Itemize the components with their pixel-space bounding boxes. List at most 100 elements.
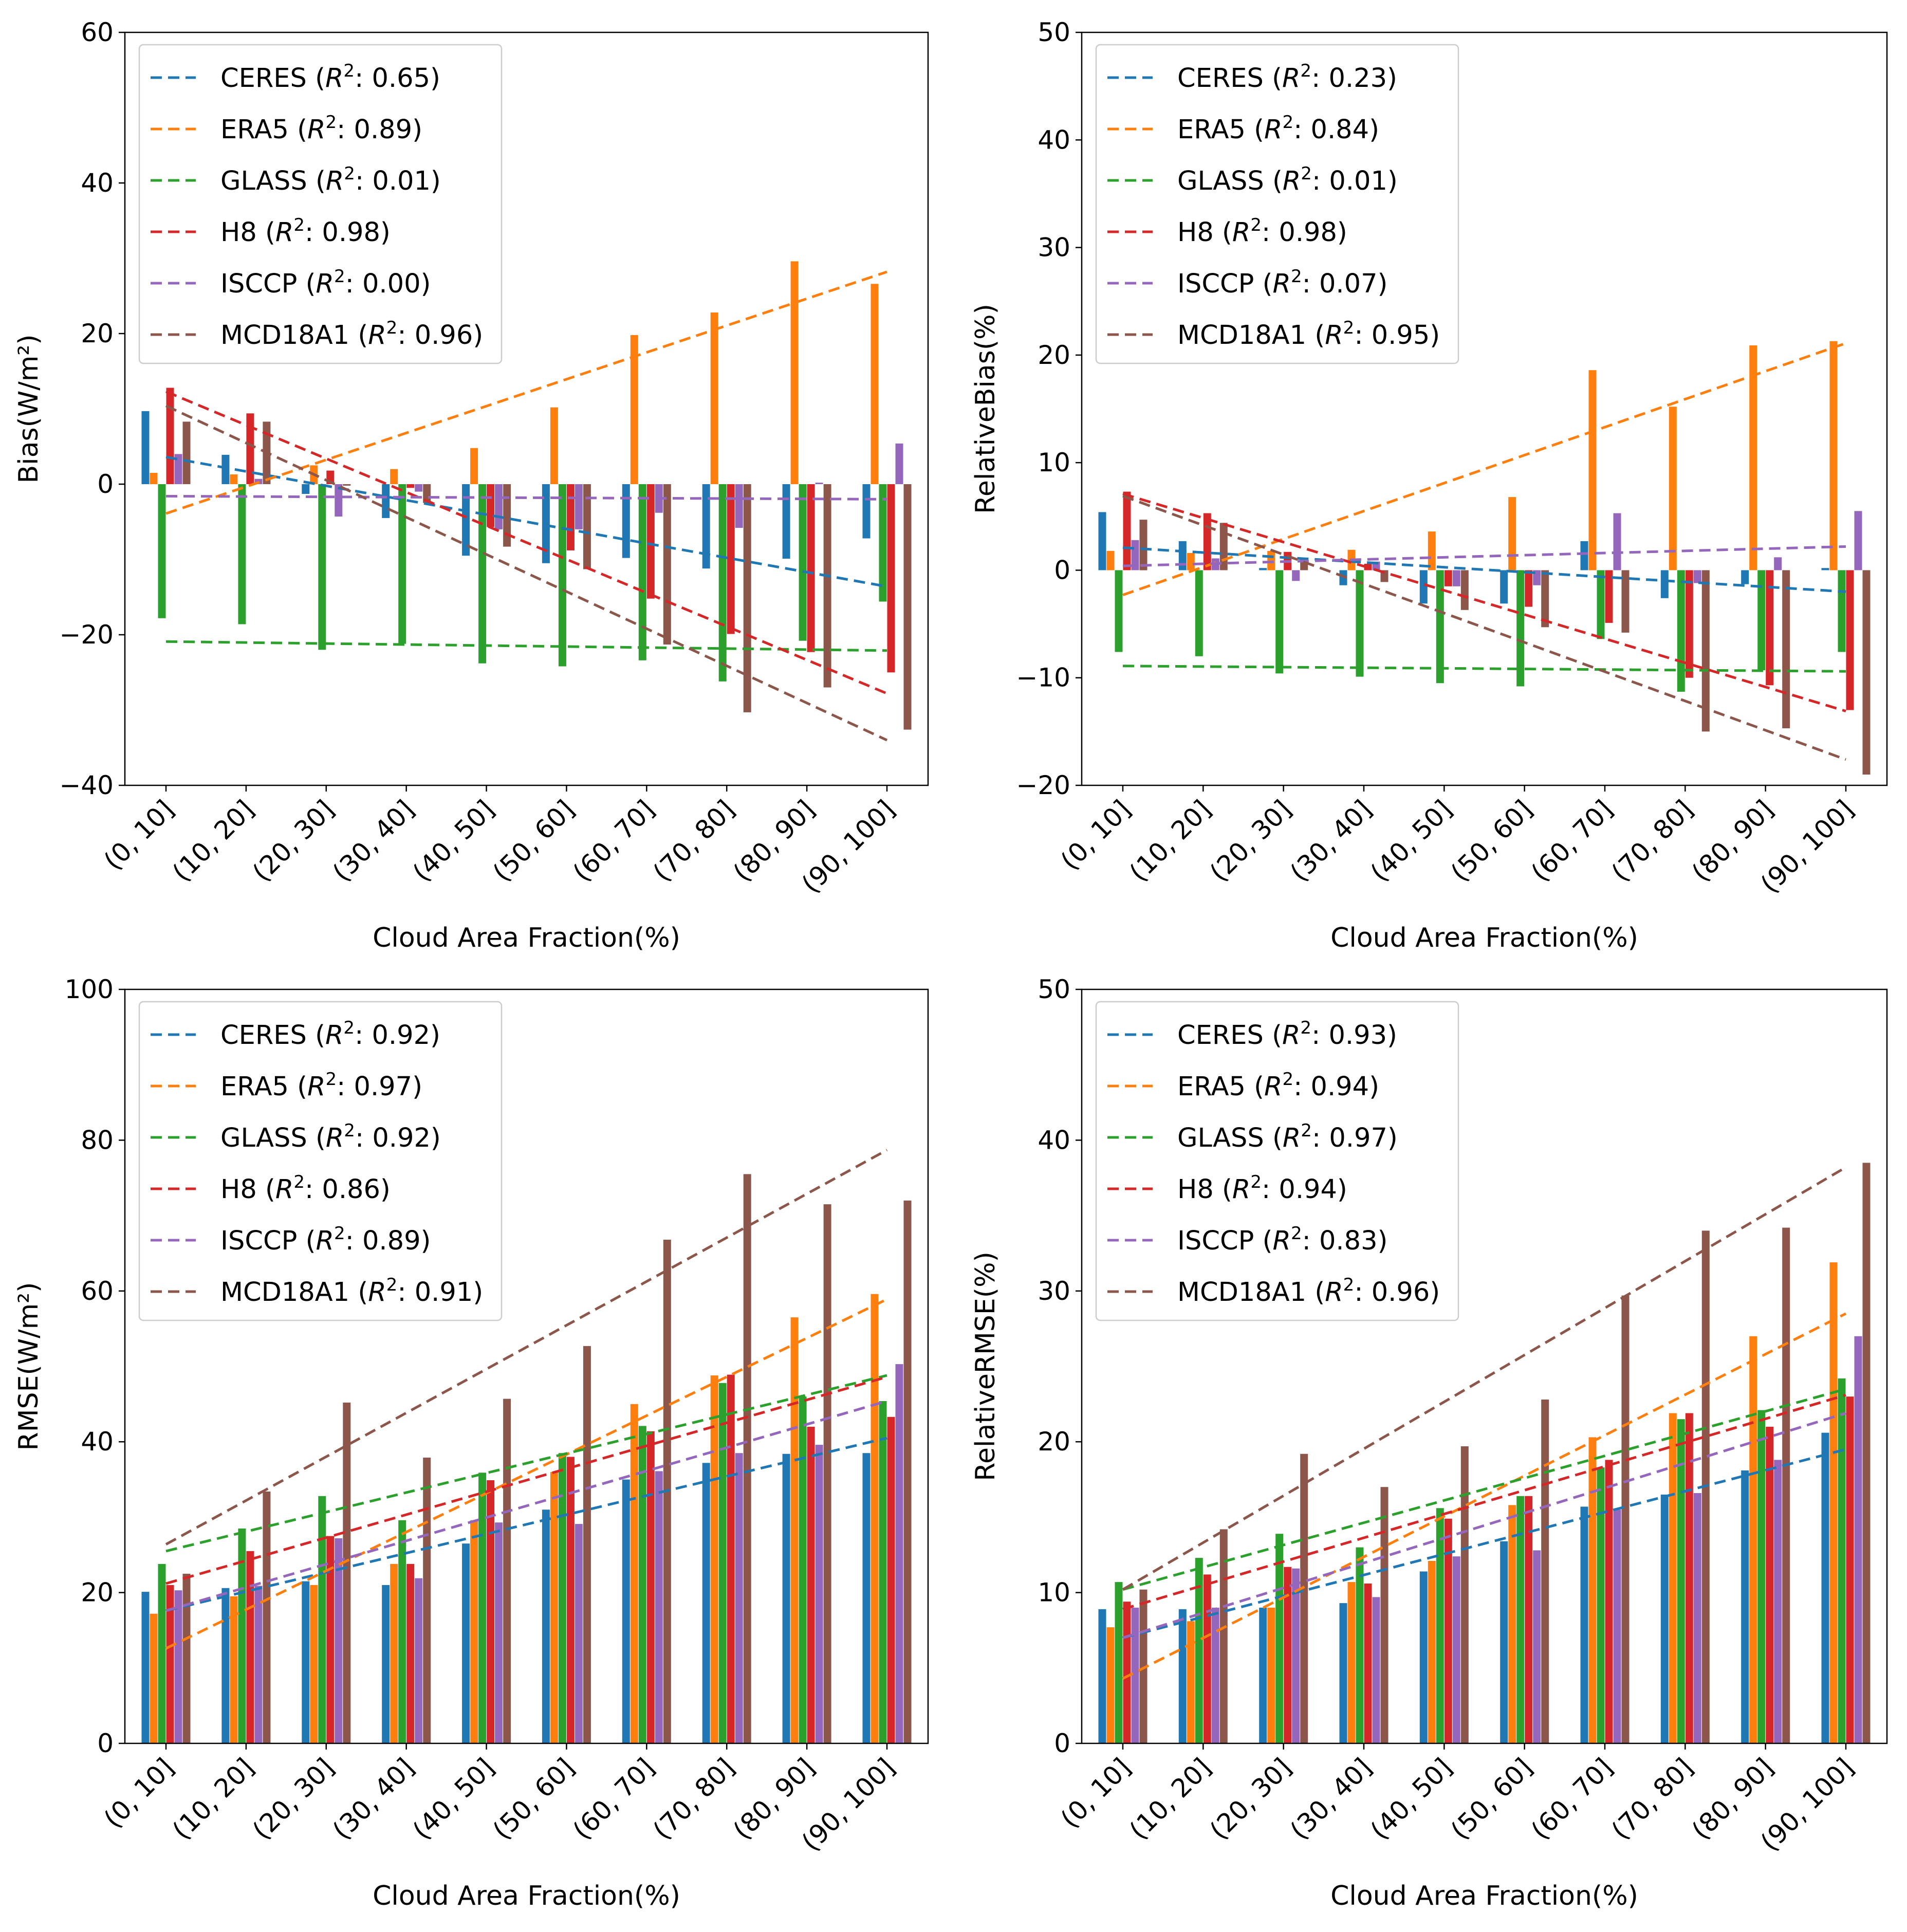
bar-isccp-7: [1693, 1493, 1701, 1743]
trend-line-h8: [165, 1375, 887, 1585]
trend-line-era5: [1122, 1312, 1847, 1680]
bar-ceres-8: [782, 484, 790, 559]
legend-label-era5: ERA5 (R2: 0.84): [1177, 112, 1379, 145]
bar-era5-3: [390, 469, 398, 484]
legend-label-era5: ERA5 (R2: 0.97): [220, 1069, 422, 1102]
bar-ceres-3: [1339, 570, 1347, 585]
bars-relative-bias: [1098, 341, 1871, 775]
legend-label-glass: GLASS (R2: 0.01): [220, 163, 441, 196]
bar-h8-5: [566, 484, 575, 550]
bar-mcd18a1-8: [1782, 570, 1790, 728]
legend-label-mcd18a1: MCD18A1 (R2: 0.96): [220, 318, 483, 351]
bar-mcd18a1-5: [1541, 570, 1549, 628]
y-tick-label: 30: [1038, 233, 1070, 263]
bar-h8-5: [566, 1457, 575, 1743]
bar-era5-6: [1588, 1437, 1597, 1743]
legend-label-isccp: ISCCP (R2: 0.83): [1177, 1223, 1387, 1256]
trend-line-glass: [1122, 1388, 1846, 1591]
bar-mcd18a1-6: [663, 484, 671, 645]
y-tick-label: 20: [81, 1578, 114, 1608]
legend-label-isccp: ISCCP (R2: 0.89): [220, 1223, 431, 1256]
bar-ceres-0: [1098, 512, 1106, 571]
y-tick-label: 10: [1038, 448, 1070, 477]
legend-label-glass: GLASS (R2: 0.92): [220, 1120, 441, 1153]
y-tick-label: 20: [1038, 1427, 1070, 1457]
bar-isccp-4: [1452, 570, 1460, 586]
y-tick-label: 40: [81, 168, 114, 198]
bar-era5-6: [630, 335, 638, 484]
bar-isccp-9: [1854, 1336, 1862, 1743]
trend-line-h8: [1122, 492, 1846, 712]
axes-frame: [1081, 31, 1888, 786]
bar-glass-5: [558, 1453, 566, 1743]
bar-ceres-8: [1741, 1470, 1749, 1743]
bar-ceres-8: [1741, 570, 1749, 584]
bar-isccp-2: [1292, 1568, 1300, 1743]
bar-ceres-6: [622, 1479, 630, 1743]
bar-isccp-4: [495, 1522, 503, 1743]
y-axis-title: Bias(W/m²): [13, 334, 44, 483]
bar-ceres-3: [382, 484, 390, 518]
trend-line-h8: [1122, 1393, 1846, 1611]
legend-label-glass: GLASS (R2: 0.97): [1177, 1120, 1398, 1153]
legend-label-isccp: ISCCP (R2: 0.00): [220, 266, 431, 299]
bar-isccp-9: [895, 1364, 903, 1743]
legend-frame: [1095, 1001, 1459, 1321]
bar-mcd18a1-8: [1782, 1227, 1790, 1743]
legend: CERES (R2: 0.65) ERA5 (R2: 0.89) GLASS (R2…: [138, 44, 503, 364]
bar-era5-2: [310, 1585, 318, 1743]
bar-era5-7: [1669, 407, 1677, 571]
bar-h8-3: [406, 1563, 415, 1743]
bar-ceres-5: [1500, 1541, 1508, 1743]
bar-h8-1: [246, 1551, 254, 1743]
bar-era5-5: [1508, 497, 1516, 571]
bar-isccp-2: [335, 484, 343, 517]
bar-h8-8: [807, 1426, 815, 1743]
bar-glass-3: [1356, 570, 1364, 677]
axes-frame: [124, 31, 929, 786]
legend-label-mcd18a1: MCD18A1 (R2: 0.91): [220, 1275, 483, 1308]
bar-era5-7: [710, 312, 718, 484]
bar-isccp-1: [254, 1586, 263, 1743]
bar-era5-7: [710, 1375, 718, 1743]
bar-h8-6: [646, 1431, 655, 1743]
legend: CERES (R2: 0.93) ERA5 (R2: 0.94) GLASS (R2…: [1095, 1001, 1459, 1321]
legend-label-ceres: CERES (R2: 0.92): [220, 1018, 440, 1051]
bar-ceres-4: [1419, 1571, 1428, 1743]
bar-mcd18a1-4: [503, 1399, 511, 1743]
bars-rmse: [141, 1174, 912, 1743]
bar-ceres-2: [1259, 568, 1267, 571]
bar-h8-7: [727, 484, 735, 634]
bar-h8-4: [487, 484, 495, 527]
bar-ceres-5: [542, 1510, 550, 1743]
y-tick-label: 20: [1038, 340, 1070, 370]
bar-mcd18a1-9: [903, 484, 912, 730]
bar-isccp-2: [1292, 570, 1300, 581]
bar-era5-2: [1267, 550, 1275, 571]
bar-glass-0: [1115, 570, 1123, 652]
bar-h8-2: [1284, 1567, 1292, 1743]
bar-ceres-2: [302, 1581, 310, 1743]
bar-mcd18a1-6: [1621, 1295, 1630, 1743]
legend-frame: [1095, 44, 1459, 364]
bar-h8-0: [166, 1585, 174, 1743]
bar-ceres-3: [382, 1585, 390, 1743]
bar-ceres-9: [1821, 1432, 1829, 1743]
bar-mcd18a1-0: [182, 421, 191, 484]
trend-line-ceres: [1122, 546, 1846, 593]
bar-isccp-8: [1774, 1460, 1782, 1743]
trend-line-glass: [1122, 665, 1846, 673]
y-axis-title: RMSE(W/m²): [13, 1282, 44, 1451]
y-tick-label: 10: [1038, 1578, 1070, 1608]
legend-label-h8: H8 (R2: 0.98): [1177, 215, 1347, 248]
bar-ceres-1: [221, 454, 230, 484]
bar-isccp-9: [895, 443, 903, 484]
legend-label-glass: GLASS (R2: 0.01): [1177, 163, 1398, 196]
bar-h8-3: [406, 484, 415, 488]
bar-h8-6: [1605, 570, 1613, 623]
x-axis-title: Cloud Area Fraction(%): [373, 923, 680, 953]
bar-mcd18a1-1: [1219, 1529, 1228, 1743]
bar-glass-1: [1195, 1558, 1203, 1743]
bar-ceres-6: [622, 484, 630, 558]
